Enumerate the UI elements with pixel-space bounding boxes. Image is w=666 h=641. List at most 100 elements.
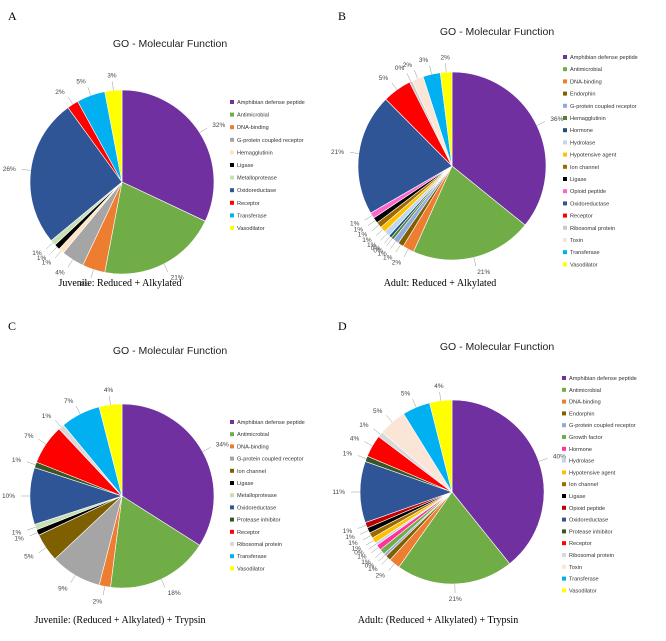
legend-swatch (562, 588, 566, 593)
legend-label: Metalloprotease (237, 493, 277, 499)
legend-swatch (562, 387, 566, 392)
pie-slice (104, 181, 206, 275)
slice-percent-label: 40% (553, 454, 566, 461)
slice-percent-label: 7% (24, 433, 34, 440)
legend-label: Receptor (237, 201, 260, 207)
legend-swatch (563, 91, 567, 96)
legend-label: Transferase (570, 250, 600, 256)
pie-slices (29, 89, 215, 275)
leader-line (367, 220, 376, 226)
legend-label: Vasodilator (237, 566, 265, 572)
slice-percent-label: 2% (55, 89, 65, 96)
slice-percent-label: 5% (401, 391, 411, 398)
legend-label: Ion channel (569, 482, 598, 488)
slice-percent-label: 1% (12, 529, 22, 536)
slice-percent-label: 1% (350, 221, 360, 228)
leader-line (29, 532, 38, 537)
leader-line (429, 65, 432, 75)
legend-swatch (562, 470, 566, 475)
legend-swatch (563, 238, 567, 242)
legend-swatch (230, 163, 234, 167)
legend-swatch (230, 517, 234, 522)
legend-label: Opioid peptide (570, 189, 606, 195)
legend-label: Hydrolase (570, 140, 595, 146)
panel-letter: B (338, 9, 346, 23)
legend: Amphibian defense peptide Antimicrobial DN… (562, 376, 637, 594)
legend-label: Protease inhibitor (237, 518, 281, 524)
legend-swatch (563, 201, 567, 206)
panel-letter: D (338, 319, 347, 333)
slice-percent-label: 1% (377, 251, 387, 258)
legend-label: DNA-binding (570, 79, 602, 85)
leader-line (445, 63, 447, 73)
legend-swatch (562, 529, 566, 534)
leader-line (199, 127, 208, 133)
leader-line (87, 86, 92, 96)
leader-line (26, 461, 36, 466)
slice-percent-label: 1% (348, 540, 358, 547)
slice-percent-label: 1% (32, 250, 42, 257)
pie-slice (357, 98, 453, 214)
slice-percent-label: 1% (343, 451, 353, 458)
legend-swatch (562, 517, 566, 522)
leader-line (38, 547, 47, 554)
legend-label: Hydrolase (569, 459, 594, 465)
legend-label: Vasodilator (569, 588, 597, 594)
leader-line (386, 415, 393, 423)
slice-percent-label: 1% (358, 232, 368, 239)
legend-swatch (562, 505, 566, 510)
legend-swatch (230, 456, 234, 461)
leader-line (202, 447, 211, 452)
legend-label: Antimicrobial (569, 388, 601, 394)
legend-label: Toxin (569, 565, 582, 571)
legend-swatch (563, 177, 567, 181)
legend-swatch (563, 152, 567, 157)
slice-percent-label: 5% (379, 75, 389, 82)
slice-percent-label: 11% (332, 489, 345, 496)
legend-label: Ribosomal protein (237, 542, 282, 548)
legend-label: Ion channel (570, 165, 599, 171)
legend-label: Receptor (237, 530, 260, 536)
chart-title: GO - Molecular Function (113, 345, 228, 357)
leader-line (368, 543, 377, 550)
slice-percent-label: 2% (403, 62, 413, 69)
legend-label: G-protein coupled receptor (570, 104, 637, 110)
slice-percent-label: 4% (79, 281, 89, 288)
leader-line (90, 269, 94, 279)
leader-line (384, 236, 391, 244)
slice-percent-label: 7% (64, 398, 74, 405)
leader-line (362, 535, 372, 541)
legend-label: Oxidoreductase (570, 201, 609, 207)
legend-label: G-protein coupled receptor (237, 457, 304, 463)
legend-swatch (230, 150, 234, 155)
leader-line (109, 395, 111, 405)
slice-percent-label: 1% (368, 566, 378, 573)
legend-swatch (563, 103, 567, 108)
pie-slice (121, 403, 215, 546)
slice-percent-label: 1% (361, 559, 371, 566)
leader-line (360, 530, 369, 535)
slice-percent-label: 0% (354, 550, 364, 557)
slice-percent-label: 26% (3, 166, 16, 173)
pie-slice (451, 399, 545, 565)
legend-label: Protease inhibitor (569, 529, 613, 535)
leader-line (102, 586, 106, 596)
legend-label: Hemagglutinin (237, 150, 273, 156)
leader-line (414, 70, 418, 79)
pie-slices (357, 71, 547, 261)
legend-swatch (230, 226, 234, 230)
chart-panel-c: CGO - Molecular Function34%18%2%9%5%1%1%… (2, 319, 305, 626)
leader-line (365, 540, 374, 546)
pie-slice (29, 107, 123, 242)
pie-labels: 34%18%2%9%5%1%1%10%1%7%1%7%4% (2, 387, 229, 605)
slice-percent-label: 2% (392, 260, 402, 267)
leader-line (70, 575, 76, 584)
leader-line (380, 233, 387, 241)
legend-label: Hypotensive agent (569, 470, 616, 476)
slice-percent-label: 1% (343, 528, 353, 535)
pie-labels: 40%21%2%1%0%1%1%0%1%1%1%1%11%1%4%1%5%5%4… (332, 383, 566, 603)
legend-swatch (562, 399, 566, 404)
legend-swatch (562, 553, 566, 557)
legend: Amphibian defense peptide Antimicrobial DN… (230, 100, 305, 232)
leader-line (55, 250, 62, 258)
